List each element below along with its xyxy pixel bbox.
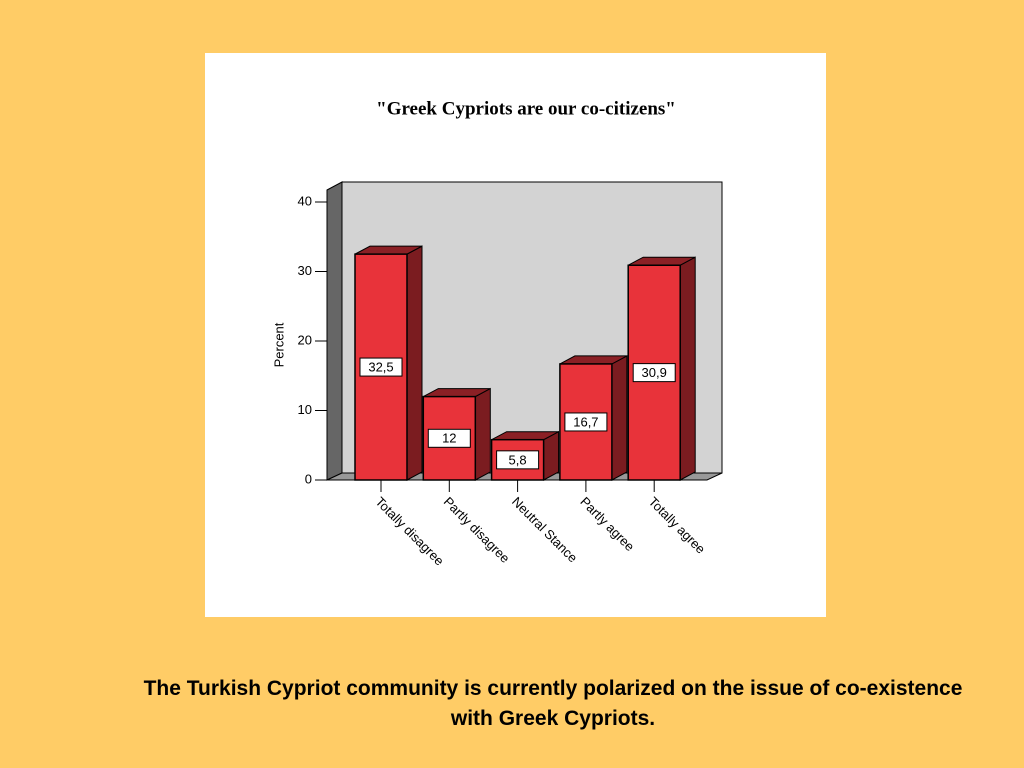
bar-side — [611, 355, 628, 481]
value-label: 30,9 — [642, 365, 667, 380]
y-tick-label: 20 — [298, 332, 312, 347]
y-tick-label: 0 — [305, 471, 312, 486]
value-label-box — [496, 450, 540, 470]
bar-side — [406, 245, 423, 481]
value-label-box — [427, 428, 471, 448]
y-axis-label: Percent — [271, 322, 286, 367]
bar-side — [679, 256, 696, 481]
y-tick-label: 10 — [298, 402, 312, 417]
value-label-box — [359, 357, 403, 377]
chart-title: "Greek Cypriots are our co-citizens" — [376, 98, 676, 119]
value-label: 16,7 — [573, 414, 598, 429]
bar-side — [474, 387, 491, 481]
caption: The Turkish Cypriot community is current… — [143, 677, 963, 730]
value-label: 5,8 — [509, 452, 527, 467]
value-label: 12 — [442, 431, 456, 446]
value-label-box — [564, 412, 608, 432]
y-tick-label: 30 — [298, 263, 312, 278]
y-tick-label: 40 — [298, 193, 312, 208]
value-label: 32,5 — [368, 360, 393, 375]
value-label-box — [632, 363, 676, 383]
side-wall — [326, 181, 343, 481]
